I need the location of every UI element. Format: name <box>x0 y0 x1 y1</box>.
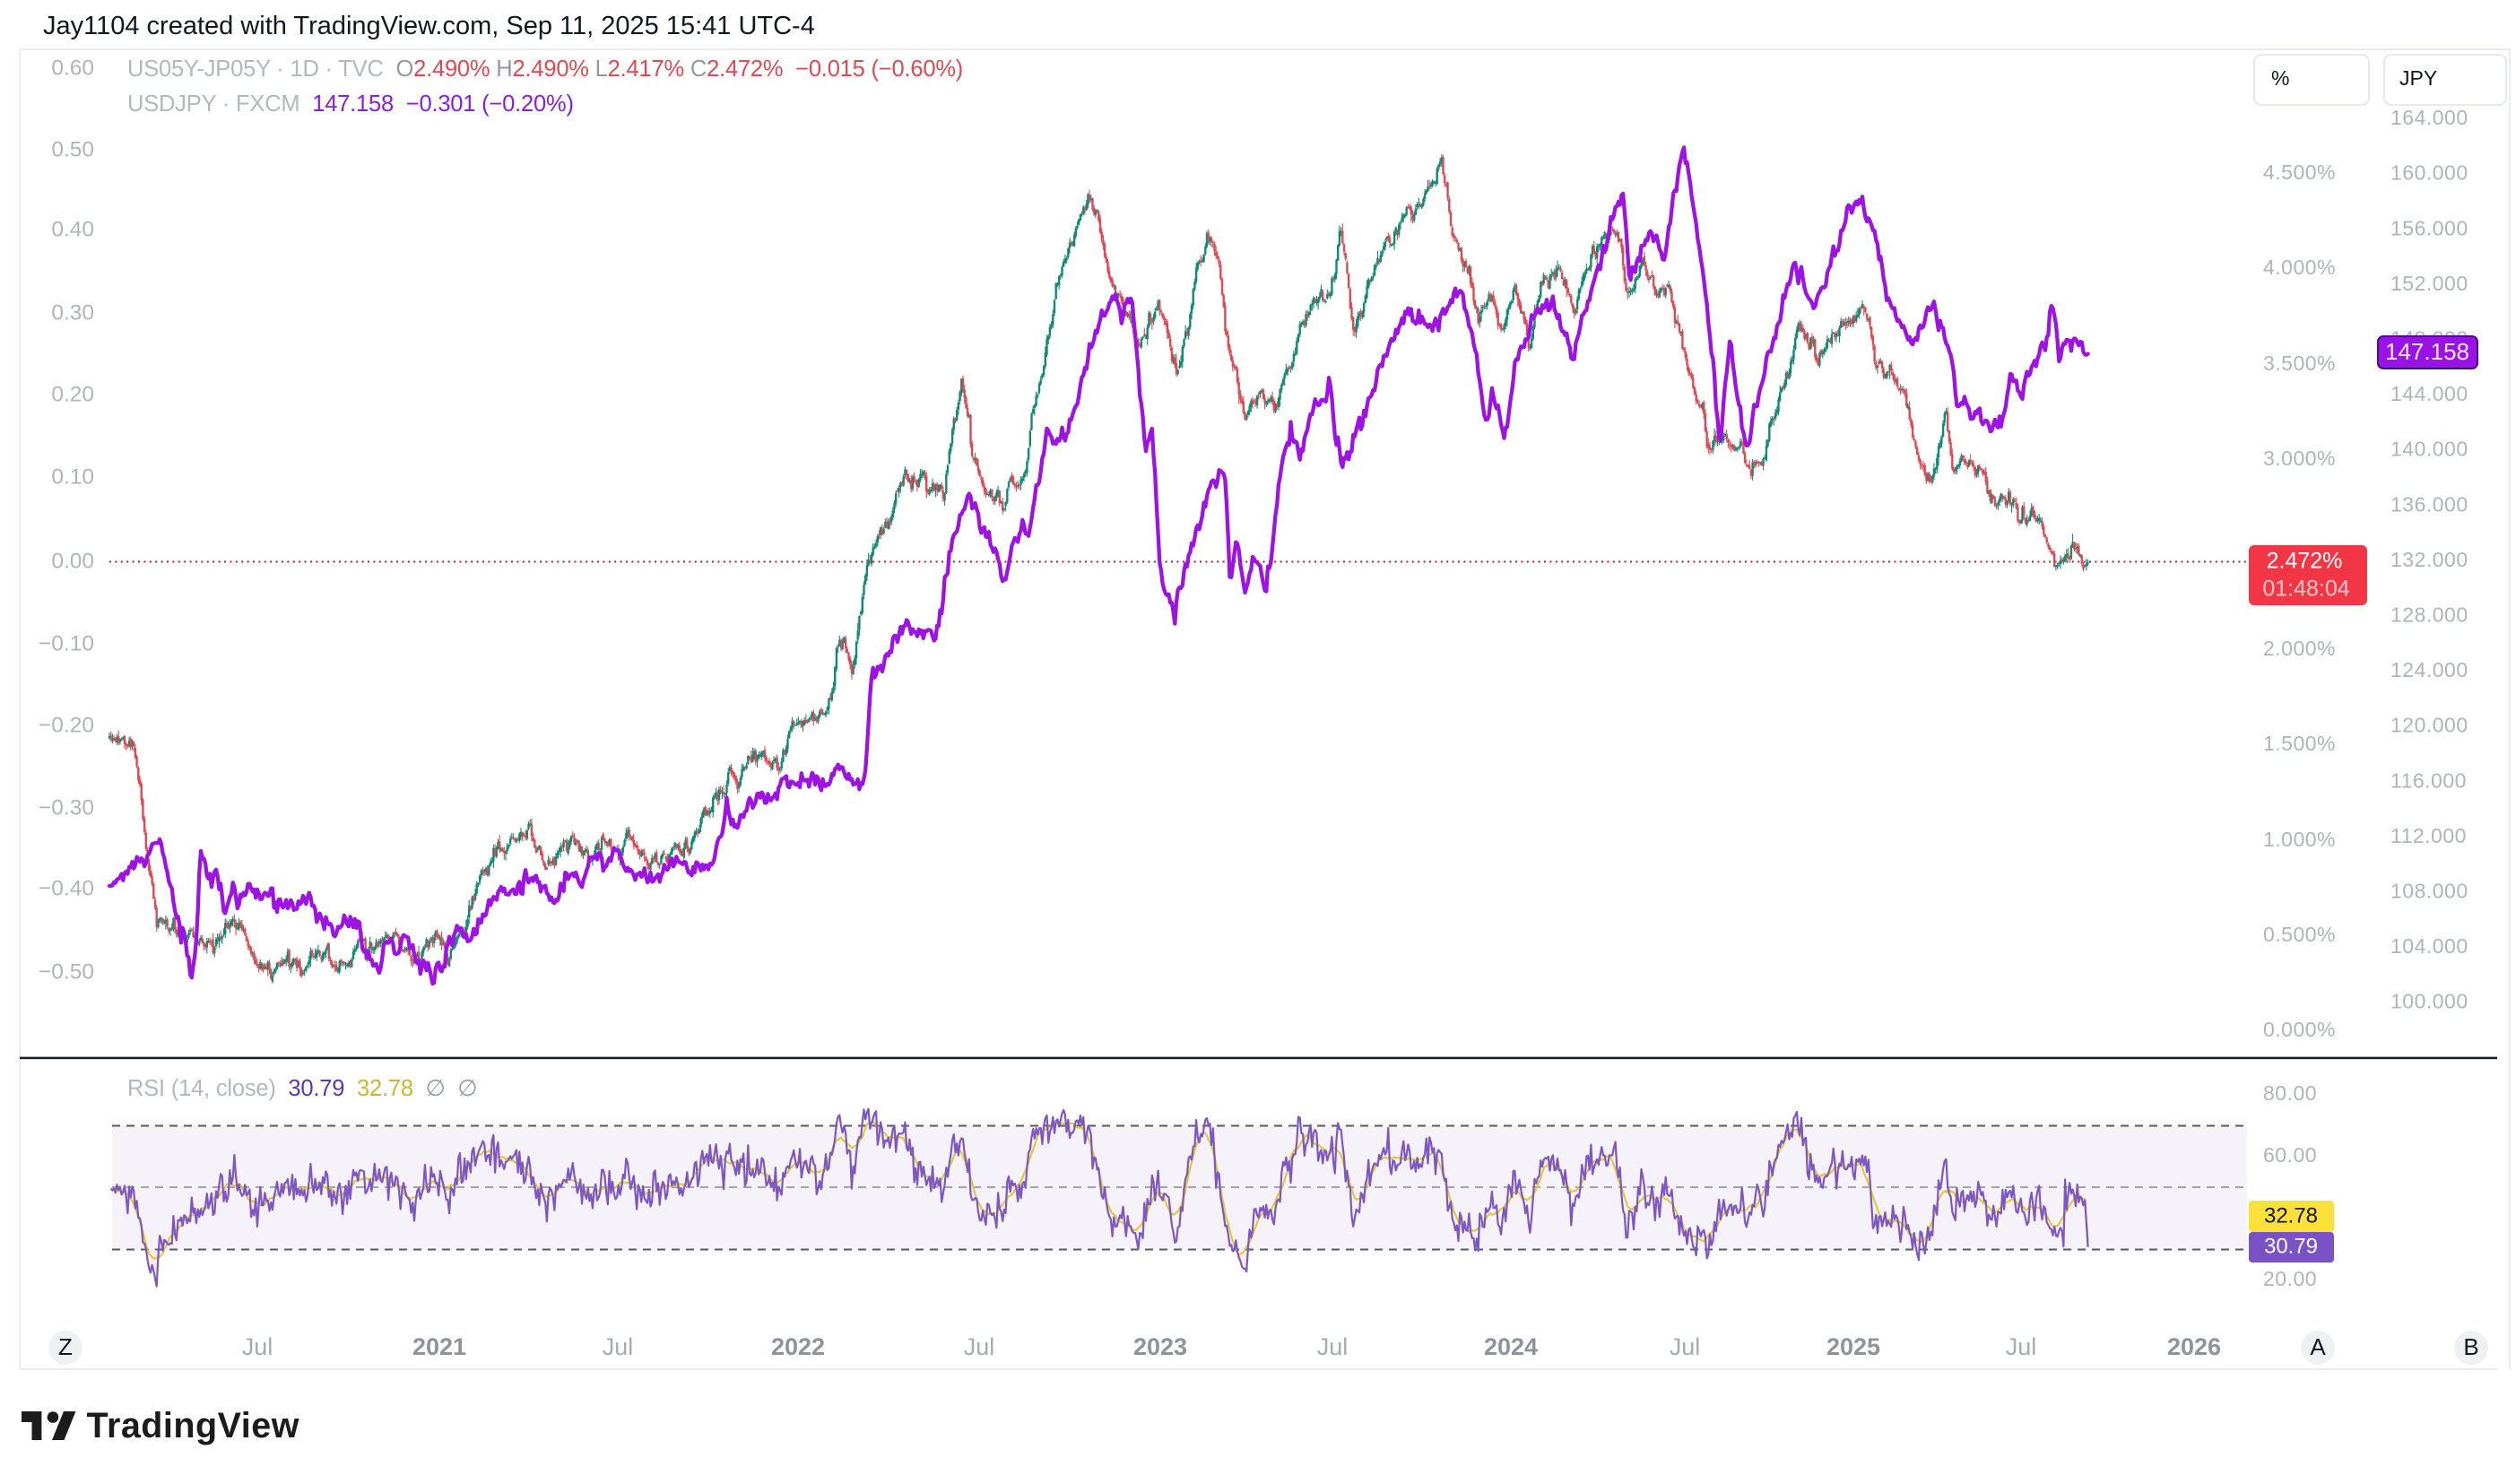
svg-text:01:48:04: 01:48:04 <box>2262 577 2349 602</box>
svg-text:B: B <box>2463 1333 2478 1360</box>
svg-text:120.000: 120.000 <box>2390 714 2468 737</box>
svg-text:124.000: 124.000 <box>2390 658 2468 681</box>
svg-text:2025: 2025 <box>1826 1333 1880 1360</box>
svg-text:144.000: 144.000 <box>2390 382 2468 405</box>
svg-text:160.000: 160.000 <box>2390 161 2468 185</box>
svg-text:128.000: 128.000 <box>2390 603 2468 626</box>
svg-text:0.000%: 0.000% <box>2263 1018 2336 1041</box>
svg-text:−0.30: −0.30 <box>39 795 94 820</box>
svg-text:136.000: 136.000 <box>2390 492 2468 516</box>
svg-text:Jul: Jul <box>242 1333 273 1360</box>
svg-text:Jul: Jul <box>964 1333 995 1360</box>
svg-text:0.00: 0.00 <box>51 549 94 573</box>
svg-text:100.000: 100.000 <box>2390 990 2468 1013</box>
svg-text:US05Y-JP05Y · 1D · TVC O2.490: US05Y-JP05Y · 1D · TVC O2.490% H2.490% L… <box>127 56 963 82</box>
svg-text:4.500%: 4.500% <box>2263 161 2336 184</box>
svg-text:−0.50: −0.50 <box>39 959 94 984</box>
svg-text:2021: 2021 <box>412 1333 466 1360</box>
svg-text:2023: 2023 <box>1133 1333 1187 1360</box>
svg-text:0.50: 0.50 <box>51 137 94 161</box>
svg-text:32.78: 32.78 <box>2264 1203 2318 1228</box>
svg-text:JPY: JPY <box>2399 66 2437 90</box>
svg-text:80.00: 80.00 <box>2263 1081 2317 1105</box>
svg-text:104.000: 104.000 <box>2390 934 2468 958</box>
svg-text:132.000: 132.000 <box>2390 548 2468 571</box>
svg-text:1.500%: 1.500% <box>2263 732 2336 755</box>
svg-text:Jul: Jul <box>2006 1333 2037 1360</box>
svg-text:152.000: 152.000 <box>2390 272 2468 295</box>
svg-text:0.10: 0.10 <box>51 464 94 489</box>
svg-text:−0.40: −0.40 <box>39 876 94 900</box>
svg-text:−0.20: −0.20 <box>39 713 94 737</box>
svg-text:2026: 2026 <box>2167 1333 2221 1360</box>
svg-text:2024: 2024 <box>1484 1333 1538 1360</box>
svg-text:60.00: 60.00 <box>2263 1143 2317 1167</box>
svg-text:140.000: 140.000 <box>2390 438 2468 461</box>
svg-text:164.000: 164.000 <box>2390 106 2468 129</box>
svg-text:TradingView: TradingView <box>87 1406 299 1445</box>
svg-text:0.500%: 0.500% <box>2263 923 2336 946</box>
svg-text:147.158: 147.158 <box>2385 338 2469 365</box>
svg-text:Jul: Jul <box>1670 1333 1701 1360</box>
svg-text:30.79: 30.79 <box>2264 1234 2318 1258</box>
svg-text:Z: Z <box>58 1333 73 1360</box>
svg-text:4.000%: 4.000% <box>2263 256 2336 279</box>
svg-text:RSI (14, close) 30.79 32.78: RSI (14, close) 30.79 32.78 ∅ ∅ <box>127 1076 477 1101</box>
svg-text:2.472%: 2.472% <box>2267 549 2343 574</box>
svg-text:108.000: 108.000 <box>2390 879 2468 902</box>
svg-text:2022: 2022 <box>771 1333 825 1360</box>
svg-text:Jay1104 created with TradingVi: Jay1104 created with TradingView.com, Se… <box>43 12 815 40</box>
svg-text:%: % <box>2271 66 2289 90</box>
svg-text:20.00: 20.00 <box>2263 1267 2317 1290</box>
svg-text:0.30: 0.30 <box>51 300 94 325</box>
svg-text:−0.10: −0.10 <box>39 631 94 655</box>
svg-text:Jul: Jul <box>1317 1333 1349 1360</box>
svg-text:112.000: 112.000 <box>2390 824 2467 847</box>
svg-text:116.000: 116.000 <box>2390 768 2467 792</box>
svg-text:0.40: 0.40 <box>51 217 94 241</box>
svg-text:A: A <box>2310 1333 2326 1360</box>
svg-text:0.20: 0.20 <box>51 382 94 406</box>
svg-text:1.000%: 1.000% <box>2263 828 2336 851</box>
svg-text:156.000: 156.000 <box>2390 216 2468 239</box>
svg-text:0.60: 0.60 <box>51 56 94 80</box>
svg-text:Jul: Jul <box>603 1333 634 1360</box>
svg-text:3.500%: 3.500% <box>2263 351 2336 375</box>
svg-text:3.000%: 3.000% <box>2263 447 2336 470</box>
svg-text:USDJPY · FXCM 147.158 −0.301: USDJPY · FXCM 147.158 −0.301 (−0.20%) <box>127 91 574 117</box>
svg-text:2.000%: 2.000% <box>2263 637 2336 660</box>
